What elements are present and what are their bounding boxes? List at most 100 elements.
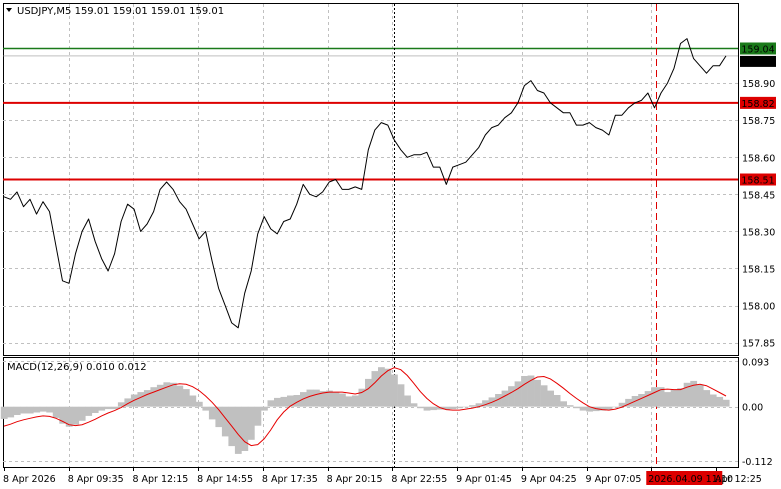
price-tick-label: 158.60 xyxy=(742,153,775,164)
time-label: 8 Apr 20:15 xyxy=(327,474,383,485)
macd-axis: 0.093 0.00 -0.112 xyxy=(742,357,773,468)
time-label: 9 Apr 04:25 xyxy=(521,474,577,485)
macd-histogram-bar xyxy=(326,390,333,407)
macd-histogram-bar xyxy=(703,390,711,407)
macd-histogram-bar xyxy=(65,406,73,427)
macd-histogram-bar xyxy=(514,381,522,407)
macd-histogram-bar xyxy=(670,389,678,407)
level-tag-159.04: 159.04 xyxy=(741,44,774,55)
current-time-tag-bg xyxy=(646,471,723,485)
macd-signal-line xyxy=(3,367,727,447)
macd-tick-label: 0.093 xyxy=(742,357,769,368)
macd-histogram-bar xyxy=(547,390,554,407)
macd-histogram-bar xyxy=(664,392,671,407)
macd-histogram-bar xyxy=(241,406,249,451)
macd-histogram-bar xyxy=(527,375,535,407)
price-levels xyxy=(3,47,738,181)
macd-histogram-bar xyxy=(690,380,698,407)
macd-histogram-bar xyxy=(495,394,502,407)
macd-histogram-bar xyxy=(560,401,567,407)
macd-histogram-bar xyxy=(72,406,80,425)
time-label: 8 Apr 17:35 xyxy=(262,474,318,485)
macd-histogram-bar xyxy=(234,406,242,454)
macd-histogram-bar xyxy=(33,406,41,413)
macd-histogram-bar xyxy=(267,400,275,407)
macd-histogram-bar xyxy=(182,389,190,407)
triangle-down-icon[interactable] xyxy=(6,8,12,12)
time-label: 8 Apr 12:15 xyxy=(132,474,188,485)
macd-histogram-bar xyxy=(553,395,561,407)
macd-series xyxy=(0,367,730,454)
macd-histogram-bar xyxy=(358,388,366,407)
macd-histogram-bar xyxy=(293,395,301,407)
macd-histogram-bar xyxy=(534,379,541,407)
price-line xyxy=(3,38,727,329)
macd-histogram-bar xyxy=(579,406,587,411)
price-tick-label: 158.30 xyxy=(742,227,775,238)
time-label: 8 Apr 22:55 xyxy=(391,474,447,485)
macd-histogram-bar xyxy=(332,392,340,407)
macd-histogram-bar xyxy=(709,394,717,407)
level-tag-bg xyxy=(740,173,776,186)
last-price-tag-bg xyxy=(740,55,776,67)
macd-histogram-bar xyxy=(540,385,548,407)
macd-histogram-bar xyxy=(52,406,60,418)
macd-tick-label: -0.112 xyxy=(742,457,773,468)
macd-histogram-bar xyxy=(599,406,606,411)
time-label: 8 Apr 2026 xyxy=(3,474,56,485)
macd-tick-label: 0.00 xyxy=(742,403,763,414)
macd-histogram-bar xyxy=(612,406,619,408)
macd-histogram-bar xyxy=(722,399,730,407)
macd-histogram-bar xyxy=(345,396,353,407)
price-tick-label: 158.00 xyxy=(742,302,775,313)
price-tick-label: 158.75 xyxy=(742,116,775,127)
macd-histogram-bar xyxy=(300,392,307,407)
macd-histogram-bar xyxy=(26,406,34,414)
macd-histogram-bar xyxy=(378,367,385,407)
macd-panel[interactable] xyxy=(3,357,739,468)
macd-histogram-bar xyxy=(352,395,359,407)
time-label: 9 Apr 07:05 xyxy=(586,474,642,485)
macd-histogram-bar xyxy=(150,387,158,407)
macd-histogram-bar xyxy=(7,406,15,418)
macd-histogram-bar xyxy=(417,406,424,409)
price-tick-label: 158.15 xyxy=(742,264,775,275)
level-tag-bg xyxy=(740,96,776,109)
macd-histogram-bar xyxy=(657,387,665,407)
macd-histogram-bar xyxy=(137,392,145,407)
macd-histogram-bar xyxy=(696,384,704,407)
macd-histogram-bar xyxy=(449,406,457,410)
macd-histogram-bar xyxy=(254,406,262,426)
macd-histogram-bar xyxy=(169,382,177,407)
macd-histogram-bar xyxy=(716,396,724,407)
macd-histogram-bar xyxy=(104,406,112,410)
macd-histogram-bar xyxy=(78,406,86,421)
macd-histogram-bar xyxy=(566,405,574,407)
macd-histogram-bar xyxy=(20,406,28,414)
macd-histogram-bar xyxy=(306,389,314,407)
macd-histogram-bar xyxy=(430,406,437,411)
macd-histogram-bar xyxy=(202,406,210,411)
price-axis: 157.85 158.00 158.15 158.30 158.45 158.60 158.… xyxy=(742,79,775,350)
time-label: 8 Apr 14:55 xyxy=(197,474,253,485)
macd-histogram-bar xyxy=(456,406,463,409)
macd-histogram-bar xyxy=(98,406,106,411)
level-tag-bg xyxy=(740,42,776,55)
macd-histogram-bar xyxy=(274,397,281,407)
macd-histogram-bar xyxy=(423,406,431,411)
macd-histogram-bar xyxy=(404,395,411,407)
macd-histogram-bar xyxy=(365,378,372,407)
price-series xyxy=(3,38,727,329)
time-label: Apr 12:25 xyxy=(715,474,762,485)
macd-histogram-bar xyxy=(91,406,99,413)
macd-histogram-bar xyxy=(677,388,684,407)
macd-histogram-bar xyxy=(117,402,125,407)
macd-histogram-bar xyxy=(339,393,346,407)
price-level-tags: 159.04 158.82 158.51 159.01 xyxy=(740,42,776,187)
price-tick-label: 158.45 xyxy=(742,190,775,201)
last-price-tag: 159.01 xyxy=(741,57,774,68)
macd-histogram-bar xyxy=(85,406,93,416)
macd-histogram-bar xyxy=(280,396,288,407)
macd-histogram-bar xyxy=(195,401,203,407)
